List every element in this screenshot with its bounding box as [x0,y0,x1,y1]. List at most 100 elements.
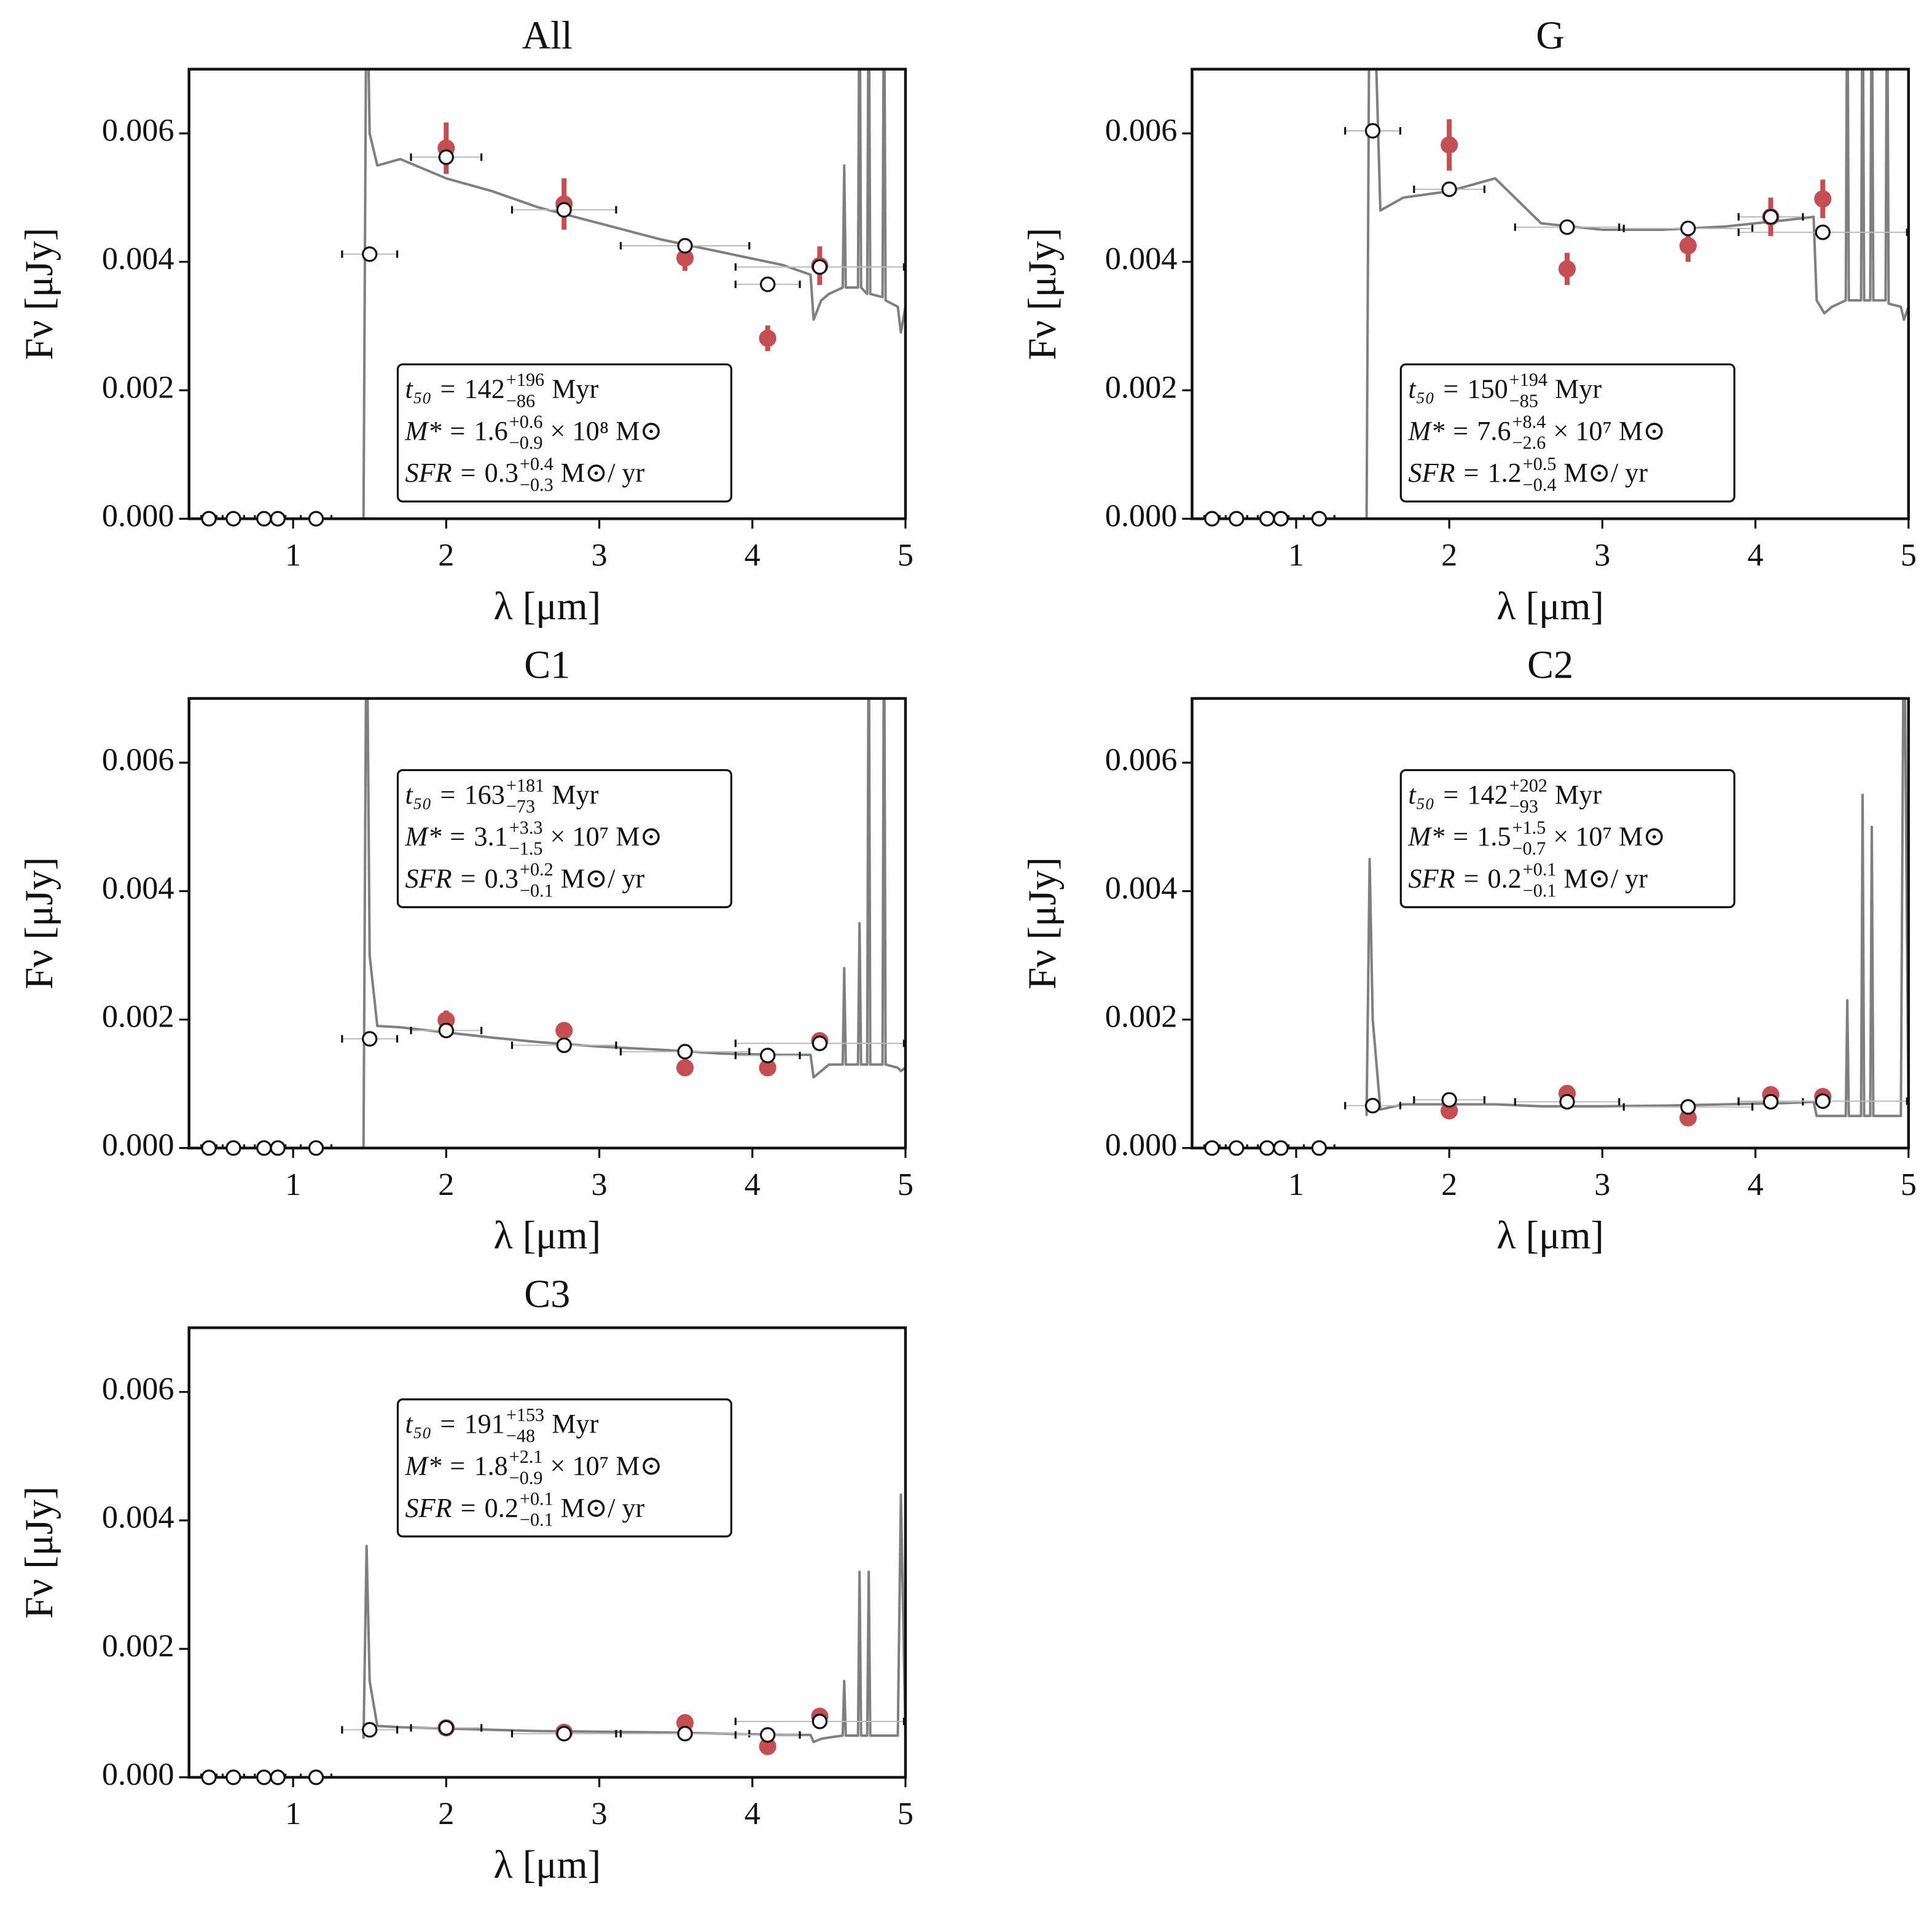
annotation-lhs: M* = [405,821,467,852]
annotation-box [1399,363,1735,503]
annotation-unit: Myr [1555,374,1602,404]
annotation-unit: Myr [552,374,598,404]
annotation-plus: +3.3 [509,817,543,838]
model-point [201,1140,217,1156]
annotation-value: 0.2 [1488,864,1522,894]
model-point [201,511,217,527]
annotation-unit: × 10⁸ M⊙ [550,416,663,446]
panel: C1 1 2 3 4 5 0.000 0.002 0.004 0.006 λ [μm] Fν [μJy… [17,643,913,1257]
model-point [1815,224,1831,240]
annotation-unit: M⊙/ yr [1564,458,1648,488]
annotation-unit: × 10⁷ M⊙ [550,1451,663,1481]
annotation: t₅₀ = 150 +194−85 Myr M* = 7.6 +8.4−2.6 × 10⁷ M… [1399,363,1735,503]
annotation-minus: −0.3 [520,474,553,495]
model-xerr [221,1144,245,1148]
model-point [1204,1140,1220,1156]
model-xerr [200,1144,218,1148]
y-tick-label: 0.002 [102,369,174,405]
annotation-minus: −1.5 [509,838,543,859]
model-point [438,1720,455,1736]
x-tick-label: 1 [285,1167,301,1202]
model-point [812,259,828,275]
panel-title: All [522,14,573,57]
model-point [256,1769,272,1785]
model-point [1311,1140,1328,1156]
annotation-minus: −85 [1509,390,1538,411]
y-tick-label: 0.000 [102,498,174,533]
observed-point [676,249,694,267]
model-point [556,202,572,218]
model-point [677,238,693,254]
y-tick-label: 0.000 [102,1756,174,1792]
annotation-value: 1.6 [474,416,507,446]
y-tick-label: 0.002 [102,999,174,1035]
model-point [362,1721,378,1738]
model-point [1441,1092,1457,1108]
annotation-value: 1.2 [1488,458,1522,488]
x-tick-label: 4 [1748,1167,1764,1202]
model-point [1680,221,1696,237]
model-point [362,246,378,262]
y-tick-label: 0.002 [1105,369,1178,405]
annotation-unit: × 10⁷ M⊙ [1553,821,1665,852]
model-point [270,1769,286,1785]
model-xerr [1224,515,1248,519]
annotation-value: 142 [464,374,505,404]
annotation-lhs: SFR = [1408,864,1480,894]
x-tick-label: 3 [1594,538,1610,573]
annotation-lhs: t₅₀ = [1408,374,1460,404]
x-axis-label: λ [μm] [493,1213,601,1257]
panel-title: C3 [524,1272,570,1316]
observed-point [1679,1109,1697,1127]
model-xerr [1302,1144,1336,1148]
x-tick-label: 2 [438,1796,454,1831]
y-tick-label: 0.006 [102,742,174,777]
x-tick-label: 4 [745,1167,761,1202]
y-tick-label: 0.004 [102,1500,174,1535]
y-tick-label: 0.006 [1105,742,1178,777]
y-tick-label: 0.000 [102,1127,174,1163]
annotation-lhs: M* = [405,1451,467,1481]
annotation-minus: −0.1 [1523,880,1557,901]
annotation-minus: −0.1 [520,880,553,901]
model-point [1815,1093,1831,1109]
annotation-minus: −73 [506,796,535,817]
model-point [438,1022,455,1038]
y-axis-label: Fν [μJy] [17,1486,61,1618]
annotation-plus: +153 [506,1404,544,1425]
model-point [308,1769,324,1785]
annotation-value: 0.3 [485,864,518,894]
y-axis-label: Fν [μJy] [17,228,61,360]
annotation-unit: M⊙/ yr [561,458,645,488]
model-point [270,511,286,527]
x-tick-label: 3 [591,1167,607,1202]
model-xerr [1302,515,1336,519]
x-tick-label: 1 [1288,1167,1304,1202]
x-tick-label: 1 [285,1796,301,1831]
model-point [677,1726,693,1742]
model-xerr [1224,1144,1248,1148]
x-tick-label: 5 [898,1796,913,1831]
axes-frame [187,1326,907,1779]
model-xerr [299,1773,333,1777]
annotation-unit: × 10⁷ M⊙ [1553,416,1665,446]
model-point [1311,511,1328,527]
annotation-lhs: t₅₀ = [405,374,457,404]
annotation-lhs: SFR = [405,458,477,488]
annotation-lhs: M* = [1407,416,1469,446]
model-xerr [221,1773,245,1777]
x-axis-label: λ [μm] [493,1842,601,1886]
annotation-minus: −0.9 [509,433,543,453]
annotation-value: 1.8 [474,1451,507,1481]
annotation-value: 3.1 [474,821,507,852]
y-tick-label: 0.000 [1105,498,1178,533]
model-xerr [200,1773,218,1777]
y-tick-label: 0.000 [1105,1127,1178,1163]
annotation: t₅₀ = 163 +181−73 Myr M* = 3.1 +3.3−1.5 × 10⁷ M… [396,769,733,909]
model-point [225,1140,241,1156]
model-point [556,1726,572,1742]
model-point [1364,1097,1381,1114]
panel: C2 1 2 3 4 5 0.000 0.002 0.004 0.006 λ [μm] Fν [μJy… [1020,643,1917,1257]
x-tick-label: 3 [591,538,607,573]
